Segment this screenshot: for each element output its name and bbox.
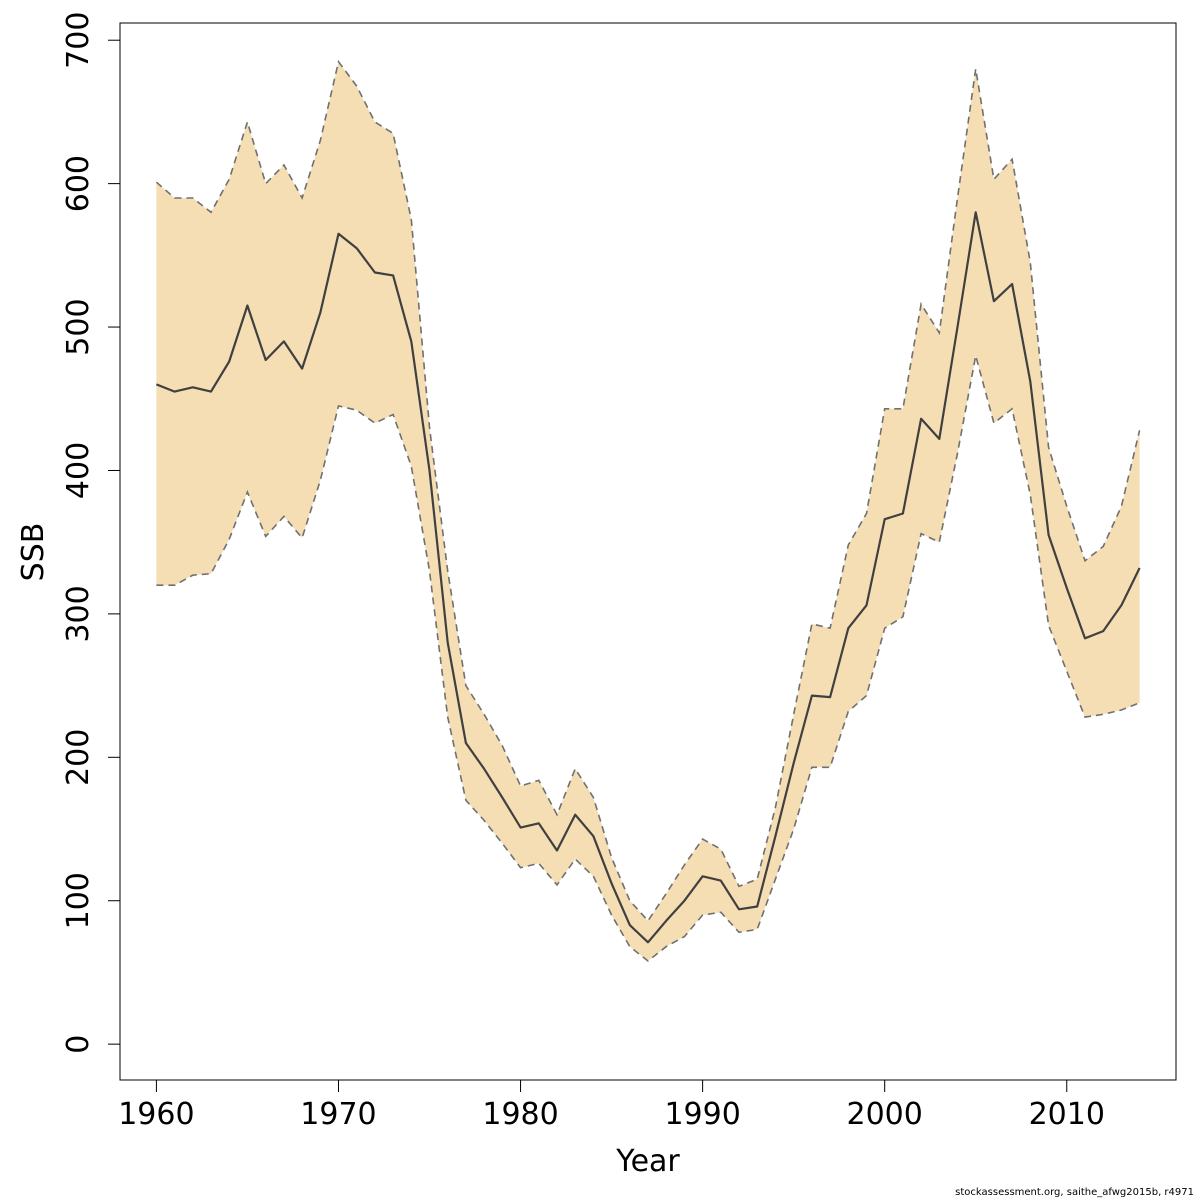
y-tick-label: 200 [61,729,96,786]
x-axis-title: Year [615,1144,680,1179]
x-tick-label: 1970 [300,1097,376,1132]
x-tick-label: 1990 [664,1097,740,1132]
confidence-band [156,61,1140,961]
upper-bound-line [155,59,1141,923]
plot-area [155,59,1141,963]
footer-credit: stockassessment.org, saithe_afwg2015b, r… [955,1187,1194,1198]
y-tick-label: 500 [61,298,96,355]
y-tick-label: 600 [61,155,96,212]
y-tick-label: 0 [61,1035,96,1054]
y-tick-label: 300 [61,585,96,642]
x-tick-label: 2000 [847,1097,923,1132]
y-tick-label: 100 [61,872,96,929]
x-tick-label: 2010 [1029,1097,1105,1132]
x-tick-label: 1980 [482,1097,558,1132]
y-tick-label: 700 [61,12,96,69]
lower-bound-line [156,355,1140,963]
ssb-estimate-line [155,211,1141,944]
axes: 1960 1970 1980 1990 2000 2010 0 100 200 300 400 500… [61,12,1105,1132]
y-tick-label: 400 [61,442,96,499]
y-axis-title: SSB [16,523,51,582]
x-tick-label: 1960 [118,1097,194,1132]
